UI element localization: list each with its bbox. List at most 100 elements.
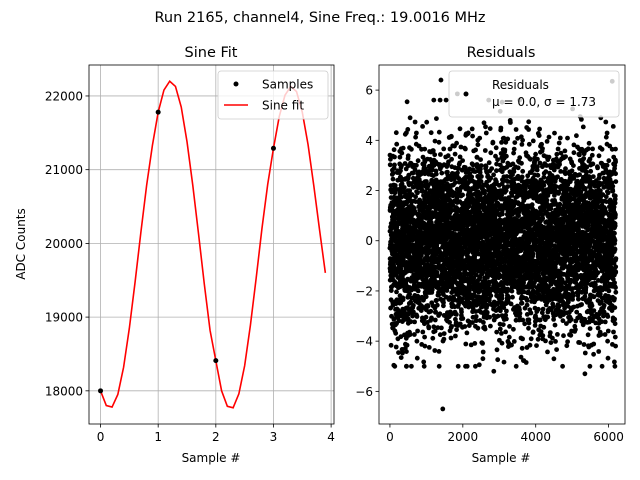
residual-point	[462, 324, 468, 329]
residuals-ytick-label-2: −2	[355, 284, 373, 298]
residual-point	[409, 146, 414, 152]
residual-point	[520, 336, 525, 342]
residual-point	[408, 299, 414, 305]
residual-point	[439, 170, 445, 176]
residual-point	[540, 333, 546, 338]
residual-point	[554, 151, 560, 157]
residual-point	[469, 126, 475, 132]
residual-point	[457, 126, 463, 132]
residual-point	[439, 325, 444, 331]
residual-point	[543, 338, 548, 344]
residual-point	[563, 166, 568, 172]
residual-point	[430, 148, 436, 154]
residual-point	[449, 311, 454, 317]
residual-point	[436, 363, 442, 369]
residual-point	[476, 362, 482, 368]
residual-point	[512, 140, 518, 146]
residual-point	[551, 356, 557, 362]
residual-point	[412, 119, 418, 125]
residual-point	[564, 343, 570, 349]
residual-point	[554, 347, 559, 352]
residual-point	[524, 302, 530, 308]
residual-point	[477, 135, 483, 141]
residual-point	[566, 299, 571, 305]
residual-point	[475, 142, 481, 148]
residual-point	[480, 341, 485, 346]
residual-point	[530, 138, 536, 144]
residual-point	[423, 314, 429, 320]
residual-point	[431, 97, 437, 103]
residual-point	[545, 349, 550, 355]
residual-point	[434, 302, 440, 308]
sine-fit-xtick-label-4: 4	[327, 430, 335, 444]
residual-point	[455, 170, 460, 176]
residual-point	[505, 136, 511, 142]
sine-fit-ytick-label-3: 21000	[45, 163, 83, 177]
residual-point	[447, 146, 453, 152]
residual-point	[433, 309, 438, 315]
residual-point	[517, 155, 523, 161]
residual-point	[519, 142, 525, 147]
sine-fit-axes: Sine Fit Sample # ADC Counts 0 1 2 3 4180001…	[14, 45, 335, 465]
residual-point	[511, 169, 517, 175]
residuals-ytick-label-0: −6	[355, 385, 373, 399]
residual-point	[505, 184, 511, 189]
residuals-points	[387, 77, 619, 412]
residual-point	[433, 171, 439, 177]
residual-point	[422, 334, 427, 340]
residual-point	[432, 317, 438, 323]
residual-point	[523, 360, 529, 365]
residual-point	[437, 311, 443, 317]
residuals-ytick-label-6: 6	[365, 84, 373, 98]
residual-point	[432, 348, 438, 353]
residual-point	[520, 137, 525, 143]
residual-point	[464, 363, 470, 369]
residuals-xtick-label-2: 4000	[520, 430, 551, 444]
residual-point	[411, 309, 416, 315]
residual-point	[428, 220, 434, 225]
residual-point	[394, 289, 399, 295]
residual-point	[499, 340, 505, 346]
residual-point	[435, 325, 441, 330]
residual-point	[515, 165, 521, 171]
residual-point	[414, 355, 420, 361]
residual-point	[507, 324, 512, 329]
residual-point	[422, 146, 428, 152]
residual-point	[454, 195, 460, 201]
residual-point	[410, 170, 416, 176]
residual-point	[495, 313, 501, 319]
residual-point	[429, 167, 435, 173]
residual-point	[404, 363, 409, 369]
residual-point	[390, 176, 396, 182]
residual-point	[527, 342, 533, 348]
residual-point	[415, 288, 421, 294]
residual-point	[436, 129, 442, 135]
residual-point	[407, 188, 413, 194]
sine-fit-title: Sine Fit	[185, 45, 238, 61]
residual-point	[488, 293, 494, 299]
residual-point	[422, 343, 428, 349]
residual-point	[432, 152, 438, 158]
residual-point	[411, 303, 416, 308]
residual-point	[483, 130, 489, 136]
residual-point	[405, 126, 411, 132]
residual-point	[540, 306, 546, 312]
residual-point	[473, 147, 478, 153]
residual-point	[490, 139, 496, 145]
residual-point	[501, 359, 507, 365]
residual-point	[481, 320, 486, 325]
residuals-ytick-label-3: 0	[365, 234, 373, 248]
residual-point	[420, 124, 425, 129]
residual-point	[400, 350, 405, 356]
residual-point	[563, 170, 568, 176]
residual-point	[458, 144, 464, 150]
residual-point	[393, 130, 399, 136]
residual-point	[460, 316, 466, 321]
residual-point	[556, 303, 562, 308]
residual-point	[534, 343, 539, 348]
residuals-ytick-label-5: 4	[365, 134, 373, 148]
residual-point	[503, 329, 508, 335]
residual-point	[438, 152, 443, 157]
residual-point	[482, 148, 488, 153]
